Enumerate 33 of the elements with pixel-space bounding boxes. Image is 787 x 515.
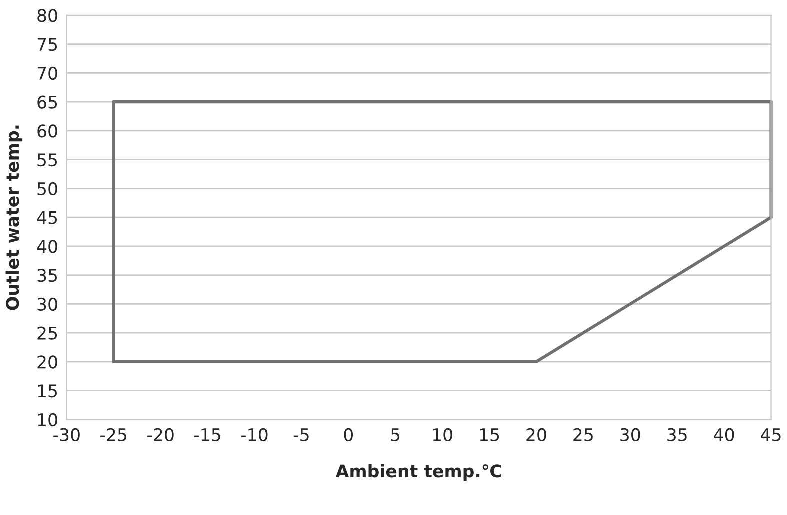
y-tick-label: 50 [38, 182, 58, 196]
x-tick-label: -10 [241, 428, 268, 442]
y-tick-label: 25 [38, 326, 58, 340]
x-tick-label: -15 [194, 428, 220, 442]
x-tick-label: -20 [147, 428, 174, 442]
x-tick-label: -25 [100, 428, 127, 442]
y-tick-label: 30 [38, 298, 58, 312]
y-tick-label: 65 [38, 96, 58, 109]
x-axis-title: Ambient temp.℃ [336, 464, 502, 482]
y-tick-label: 45 [37, 212, 58, 224]
y-tick-label: 35 [38, 269, 58, 282]
x-tick-label: 10 [433, 428, 452, 442]
y-tick-label: 60 [38, 124, 58, 138]
x-tick-label: -5 [294, 428, 309, 442]
y-tick-label: 40 [37, 240, 58, 254]
y-tick-label: 20 [38, 356, 58, 369]
y-axis-title: Outlet water temp. [6, 126, 23, 310]
y-tick-label: 10 [38, 413, 58, 427]
x-tick-label: 20 [526, 428, 546, 442]
x-tick-label: 5 [391, 428, 400, 442]
x-tick-label: 45 [761, 428, 781, 442]
x-tick-label: 35 [668, 428, 687, 442]
x-tick-label: 30 [620, 428, 640, 442]
x-tick-label: 0 [344, 428, 354, 442]
y-tick-label: 55 [38, 154, 58, 167]
y-tick-label: 15 [38, 384, 58, 398]
x-tick-label: 25 [574, 428, 593, 442]
y-tick-label: 75 [38, 38, 58, 52]
y-tick-label: 80 [38, 9, 58, 22]
x-tick-label: 15 [480, 428, 500, 442]
x-tick-label: 40 [714, 428, 734, 442]
x-tick-label: -30 [54, 428, 80, 442]
y-tick-label: 70 [38, 66, 58, 80]
